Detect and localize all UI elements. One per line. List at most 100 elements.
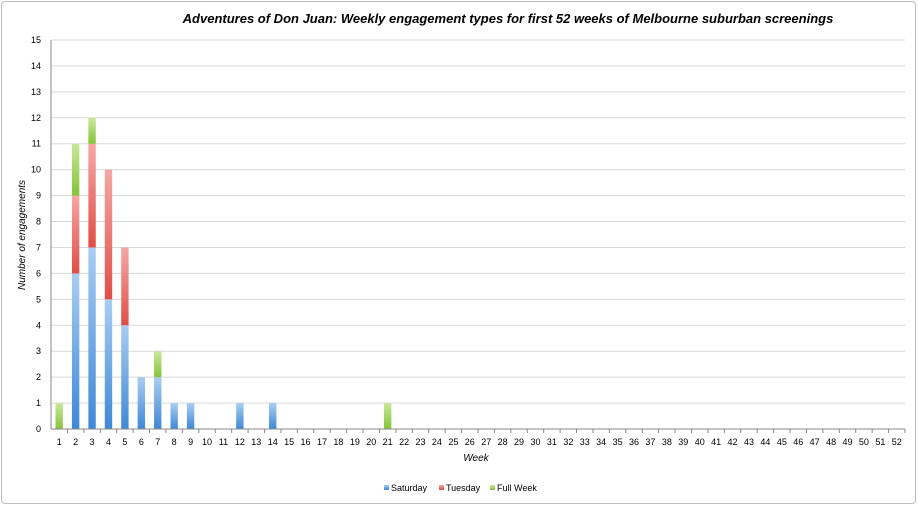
x-tick-label: 52 xyxy=(892,437,902,447)
y-tick-label: 5 xyxy=(36,294,41,304)
x-tick-label: 40 xyxy=(695,437,705,447)
y-tick-label: 12 xyxy=(31,113,41,123)
bar-tuesday-week-3 xyxy=(88,143,96,248)
x-tick-label: 4 xyxy=(106,437,111,447)
x-tick-label: 47 xyxy=(810,437,820,447)
x-tick-labels: 1 2 3 4 5 6 7 8 9 10 11 12 13 14 15 16 17 18 19 20 21 22 23 24 2… xyxy=(57,429,906,447)
x-tick-label: 34 xyxy=(596,437,606,447)
legend-label-tuesday: Tuesday xyxy=(446,483,481,493)
x-tick-label: 48 xyxy=(826,437,836,447)
x-tick-label: 14 xyxy=(268,437,278,447)
y-tick-label: 0 xyxy=(36,424,41,434)
x-tick-label: 11 xyxy=(219,437,228,447)
x-tick-label: 8 xyxy=(172,437,177,447)
x-tick-label: 31 xyxy=(547,437,557,447)
bar-saturday-week-12 xyxy=(236,403,244,429)
x-tick-label: 35 xyxy=(613,437,623,447)
x-tick-label: 46 xyxy=(793,437,803,447)
chart-title: Adventures of Don Juan: Weekly engagemen… xyxy=(182,11,834,26)
legend-swatch-full-week xyxy=(490,485,495,490)
x-tick-label: 16 xyxy=(301,437,311,447)
x-tick-label: 44 xyxy=(760,437,770,447)
x-tick-label: 22 xyxy=(399,437,409,447)
y-tick-label: 6 xyxy=(36,268,41,278)
bar-saturday-week-4 xyxy=(104,299,113,429)
y-tick-label: 4 xyxy=(36,320,41,330)
bar-saturday-week-2 xyxy=(71,273,80,429)
y-tick-label: 11 xyxy=(32,139,41,149)
y-tick-label: 2 xyxy=(36,372,41,382)
x-axis-label: Week xyxy=(463,453,489,464)
x-tick-label: 19 xyxy=(350,437,360,447)
x-tick-label: 28 xyxy=(498,437,508,447)
legend-label-saturday: Saturday xyxy=(391,483,428,493)
x-tick-label: 21 xyxy=(383,437,393,447)
x-tick-label: 6 xyxy=(139,437,144,447)
bar-tuesday-week-2 xyxy=(71,195,80,274)
x-tick-label: 20 xyxy=(366,437,376,447)
bar-tuesday-week-5 xyxy=(121,247,129,326)
y-tick-label: 10 xyxy=(31,165,41,175)
bar-saturday-week-3 xyxy=(88,247,96,429)
x-tick-label: 26 xyxy=(465,437,475,447)
bar-saturday-week-6 xyxy=(137,377,146,429)
x-tick-label: 50 xyxy=(859,437,869,447)
bar-saturday-week-9 xyxy=(186,403,195,429)
x-tick-label: 32 xyxy=(563,437,573,447)
y-tick-label: 8 xyxy=(36,217,41,227)
y-tick-label: 13 xyxy=(31,87,41,97)
bar-saturday-week-5 xyxy=(121,325,129,429)
x-tick-label: 12 xyxy=(235,437,245,447)
x-tick-label: 10 xyxy=(202,437,212,447)
x-tick-label: 15 xyxy=(284,437,294,447)
bar-full-week-week-3 xyxy=(88,117,96,144)
x-tick-label: 42 xyxy=(728,437,738,447)
x-tick-label: 13 xyxy=(251,437,261,447)
x-tick-label: 51 xyxy=(875,437,885,447)
x-tick-label: 18 xyxy=(333,437,343,447)
legend-label-full-week: Full Week xyxy=(497,483,537,493)
legend: Saturday Tuesday Full Week xyxy=(384,483,537,493)
y-axis-label: Number of engagements xyxy=(17,180,28,290)
y-tick-label: 14 xyxy=(31,61,41,71)
x-tick-label: 23 xyxy=(416,437,426,447)
x-tick-label: 1 xyxy=(57,437,62,447)
x-tick-label: 37 xyxy=(645,437,655,447)
x-tick-label: 33 xyxy=(580,437,590,447)
x-tick-label: 3 xyxy=(90,437,95,447)
x-tick-label: 29 xyxy=(514,437,524,447)
x-tick-label: 25 xyxy=(448,437,458,447)
y-tick-label: 9 xyxy=(36,191,41,201)
bar-saturday-week-8 xyxy=(170,403,178,429)
bar-tuesday-week-4 xyxy=(104,169,113,300)
x-tick-label: 41 xyxy=(711,437,721,447)
x-tick-label: 2 xyxy=(73,437,78,447)
x-tick-label: 5 xyxy=(122,437,127,447)
y-tick-label: 1 xyxy=(36,398,41,408)
x-tick-label: 24 xyxy=(432,437,442,447)
x-tick-label: 27 xyxy=(481,437,491,447)
x-tick-label: 30 xyxy=(530,437,540,447)
x-tick-label: 17 xyxy=(317,437,327,447)
x-tick-label: 43 xyxy=(744,437,754,447)
x-tick-label: 39 xyxy=(678,437,688,447)
bar-full-week-week-2 xyxy=(71,143,80,196)
bar-full-week-week-7 xyxy=(154,351,162,378)
y-tick-label: 7 xyxy=(36,242,41,252)
gridlines xyxy=(51,39,905,404)
bars xyxy=(55,117,392,429)
x-tick-label: 49 xyxy=(843,437,853,447)
bar-saturday-week-7 xyxy=(154,377,162,429)
legend-swatch-tuesday xyxy=(439,485,444,490)
x-tick-label: 38 xyxy=(662,437,672,447)
x-tick-label: 9 xyxy=(188,437,193,447)
y-tick-label: 15 xyxy=(31,35,41,45)
y-tick-label: 3 xyxy=(36,346,41,356)
legend-swatch-saturday xyxy=(384,485,389,490)
bar-full-week-week-21 xyxy=(383,403,392,429)
x-tick-label: 7 xyxy=(155,437,160,447)
x-tick-label: 36 xyxy=(629,437,639,447)
